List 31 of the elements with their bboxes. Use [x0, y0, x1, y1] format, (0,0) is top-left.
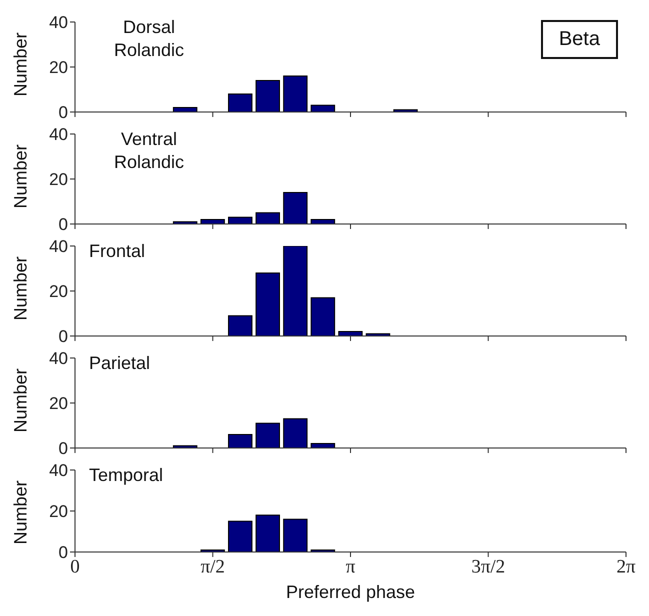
y-tick-label: 40 [49, 461, 68, 480]
y-tick-label: 0 [58, 543, 68, 562]
y-tick-label: 40 [49, 349, 68, 368]
y-tick-label: 0 [58, 103, 68, 122]
chart-title: Dorsal Rolandic [112, 16, 186, 62]
y-tick-label: 20 [49, 58, 68, 78]
y-tick-label: 40 [49, 125, 68, 144]
y-tick-label: 20 [49, 502, 68, 522]
chart-title: Ventral Rolandic [112, 128, 186, 174]
y-tick-label: 20 [49, 282, 68, 302]
y-tick-label: 20 [49, 394, 68, 414]
chart-title: Frontal [89, 240, 146, 263]
x-tick-label: π [346, 556, 356, 578]
chart-title: Temporal [89, 464, 164, 487]
chart-title: Parietal [89, 352, 152, 375]
y-axis-title: Number [10, 144, 32, 208]
y-axis-title: Number [10, 256, 32, 320]
y-axis-title: Number [10, 480, 32, 544]
y-tick-label: 0 [58, 215, 68, 234]
y-tick-label: 0 [58, 439, 68, 458]
y-axis-title: Number [10, 368, 32, 432]
x-axis-title: Preferred phase [286, 582, 416, 602]
y-axis-title: Number [10, 32, 32, 96]
x-tick-label: 3π/2 [471, 556, 506, 578]
y-tick-label: 20 [49, 170, 68, 190]
y-tick-label: 0 [58, 327, 68, 346]
y-tick-label: 40 [49, 237, 68, 256]
annotation: Beta [540, 20, 618, 59]
x-tick-label: 2π [616, 556, 636, 578]
x-tick-label: π/2 [200, 556, 225, 578]
y-tick-label: 40 [49, 13, 68, 32]
